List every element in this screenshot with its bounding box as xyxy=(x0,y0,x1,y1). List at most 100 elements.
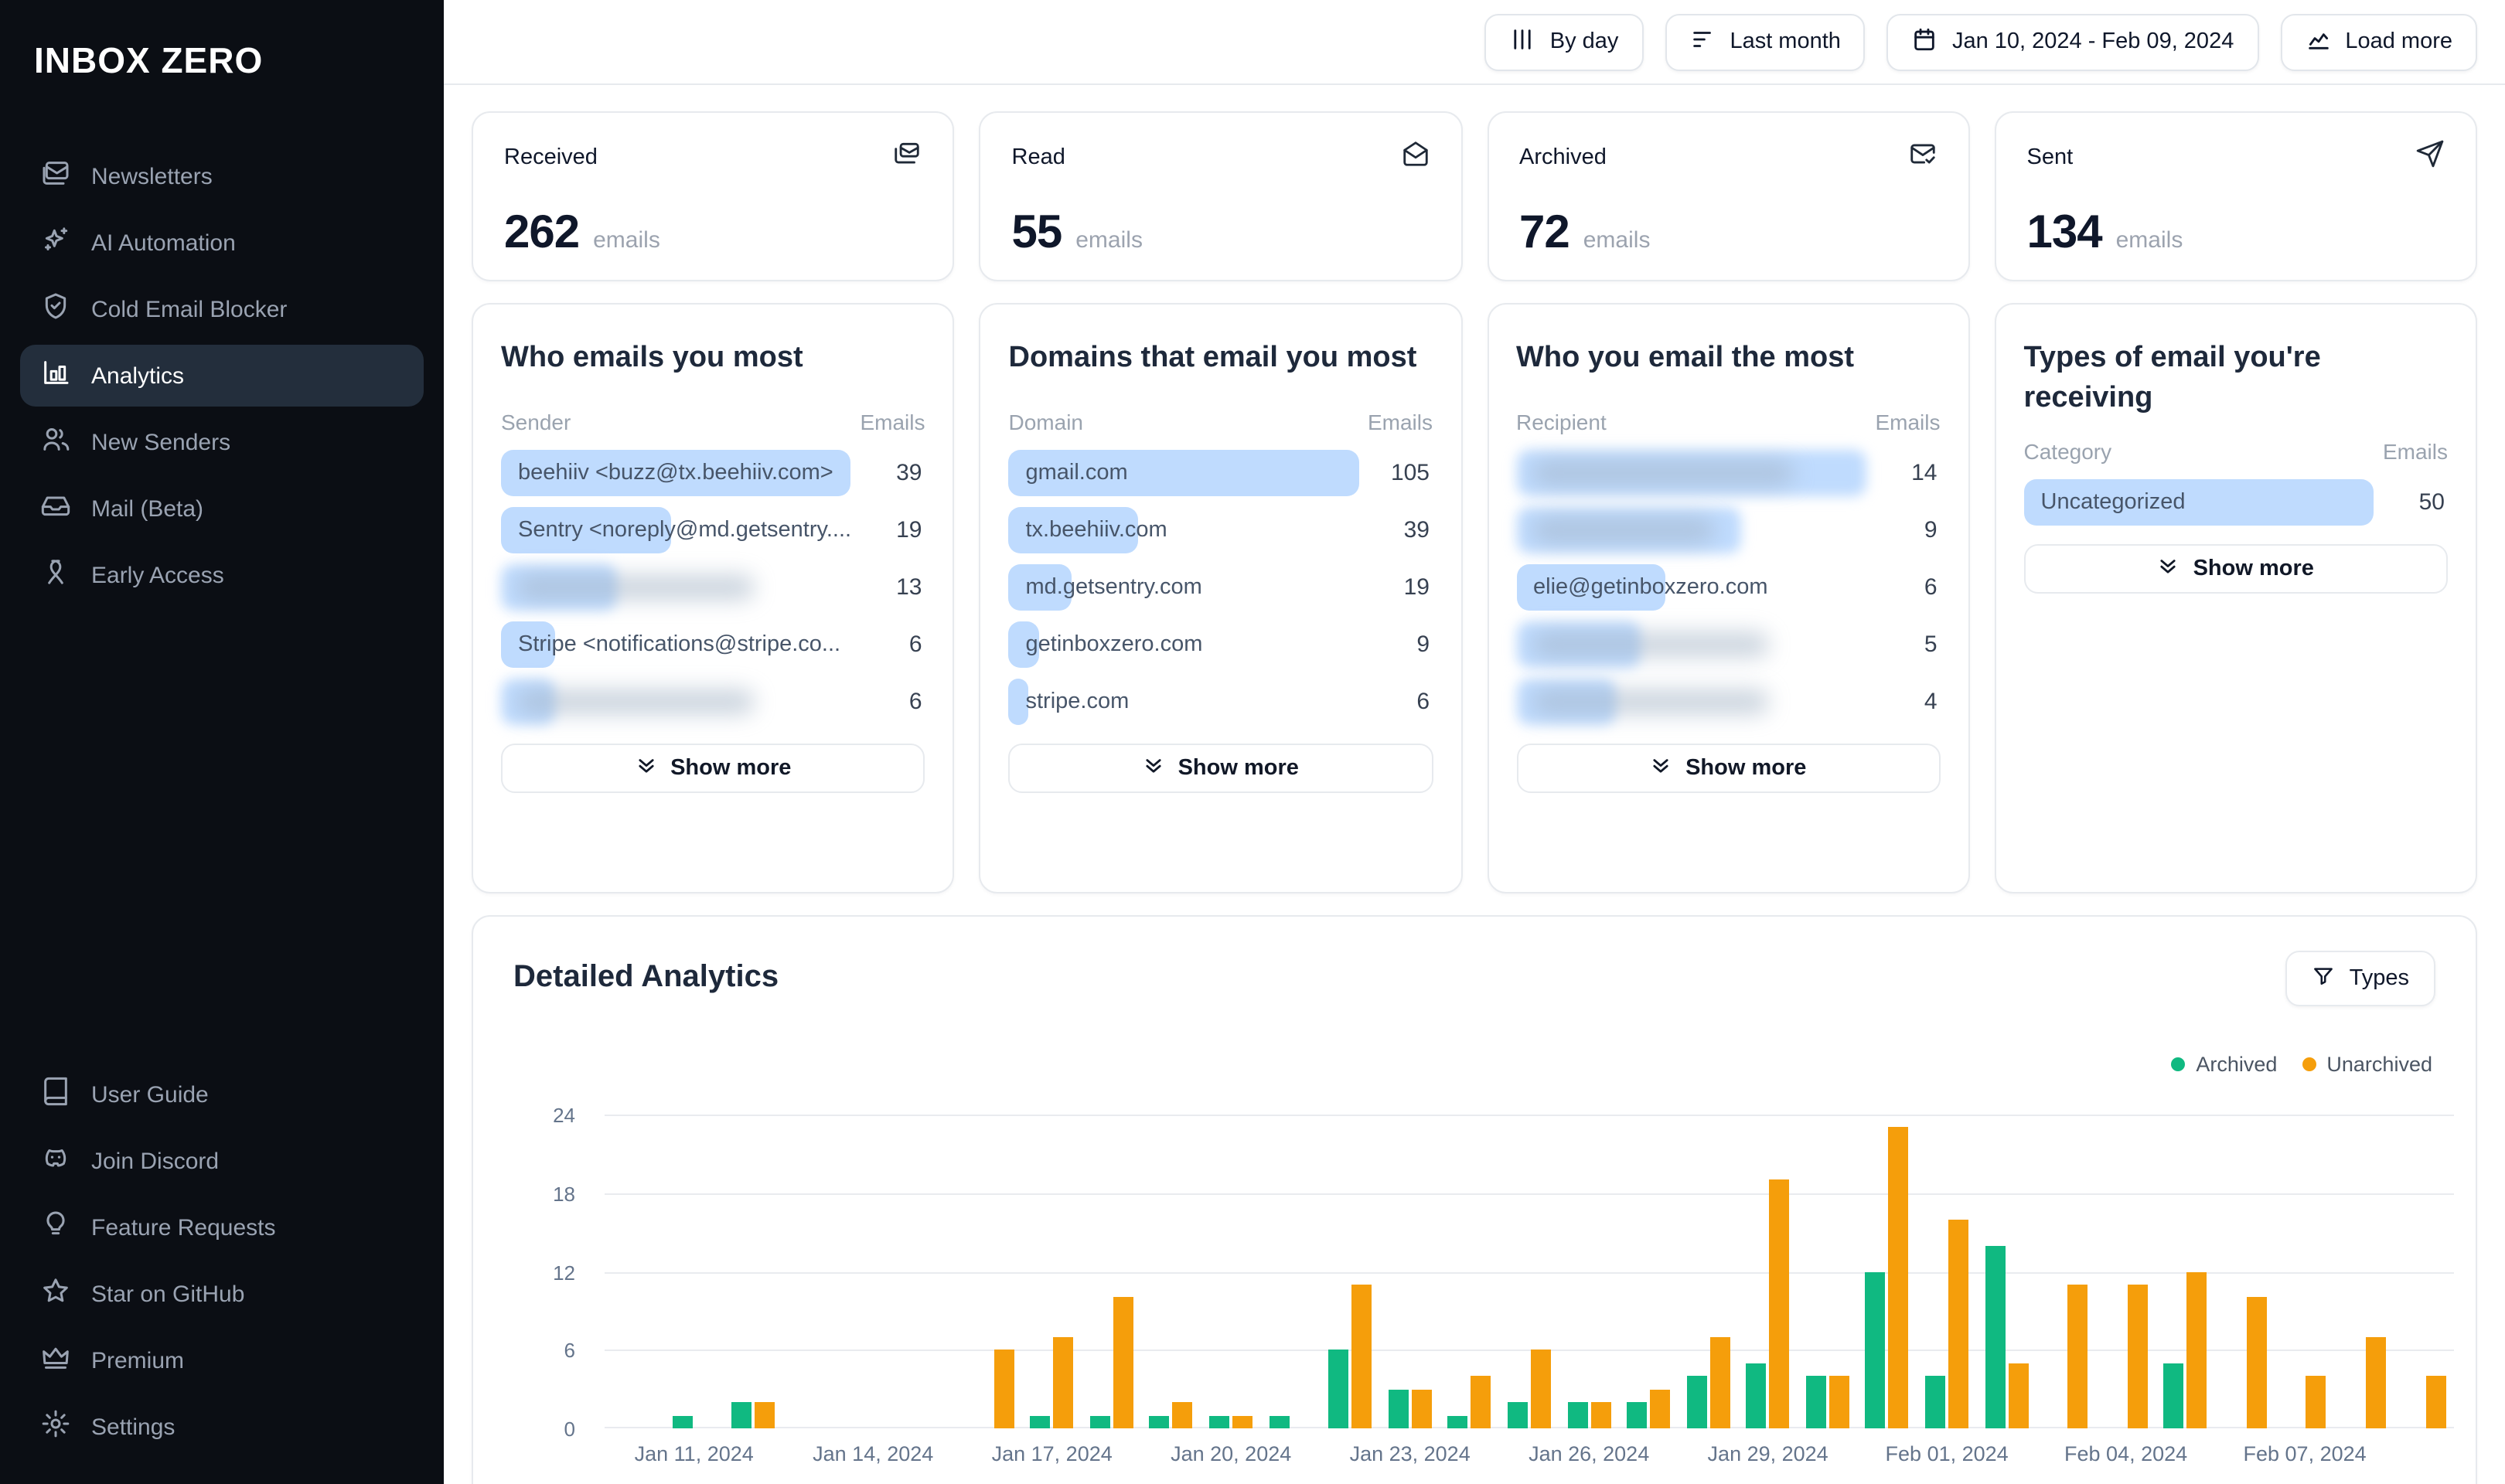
y-tick-label: 12 xyxy=(553,1261,575,1284)
bar-group xyxy=(1857,1115,1917,1428)
bar-archived xyxy=(672,1415,693,1428)
bar-group xyxy=(963,1115,1022,1428)
column-header-sender: Sender xyxy=(501,409,571,434)
bar-group xyxy=(783,1115,843,1428)
types-filter-button[interactable]: Types xyxy=(2285,951,2435,1006)
y-tick-label: 0 xyxy=(564,1418,575,1441)
sidebar-footer-nav: User Guide Join Discord Feature Requests… xyxy=(0,1059,444,1462)
bar-group xyxy=(1679,1115,1738,1428)
bar-archived xyxy=(1627,1402,1648,1428)
bar-group xyxy=(1499,1115,1559,1428)
bar-archived xyxy=(1089,1415,1110,1428)
sidebar-item-mail-beta[interactable]: Mail (Beta) xyxy=(20,478,424,539)
value-bar xyxy=(1516,563,1666,611)
list-item-count: 39 xyxy=(896,459,922,486)
bar-group xyxy=(1201,1115,1261,1428)
sidebar-item-label: Mail (Beta) xyxy=(91,495,204,522)
main-area: By day Last month Jan 10, 2024 - Feb 09,… xyxy=(444,0,2505,1484)
list-item-label: elie@getinboxzero.com xyxy=(1533,574,1768,600)
bar-group xyxy=(2215,1115,2275,1428)
show-more-button[interactable]: Show more xyxy=(1516,743,1941,793)
shield-check-icon xyxy=(40,291,71,328)
calendar-icon xyxy=(1912,26,1938,58)
by-day-button[interactable]: By day xyxy=(1484,13,1644,70)
list-item: Sentry <noreply@md.getsentry.... 19 xyxy=(501,506,925,553)
value-bar xyxy=(501,621,555,668)
sidebar: INBOX ZERO Newsletters AI Automation Col… xyxy=(0,0,444,1484)
category-rows: Uncategorized 50 xyxy=(2023,479,2449,526)
list-item-count: 9 xyxy=(1924,516,1938,543)
sidebar-item-early-access[interactable]: Early Access xyxy=(20,544,424,606)
bar-unarchived xyxy=(1053,1336,1074,1428)
show-more-button[interactable]: Show more xyxy=(2023,544,2448,594)
show-more-button[interactable]: Show more xyxy=(1008,743,1433,793)
card-title: Who you email the most xyxy=(1516,342,1855,374)
bar-unarchived xyxy=(2366,1336,2387,1428)
stat-label: Read xyxy=(1011,145,1065,170)
sidebar-item-user-guide[interactable]: User Guide xyxy=(20,1064,424,1125)
list-item-count: 19 xyxy=(896,516,922,543)
sidebar-item-ai-automation[interactable]: AI Automation xyxy=(20,212,424,274)
stat-unit: emails xyxy=(1583,227,1651,254)
bar-group xyxy=(1977,1115,2036,1428)
recipient-rows: 14 9 elie@getinboxzero.com 6 5 4 xyxy=(1516,449,1941,725)
list-item-count: 5 xyxy=(1924,631,1938,658)
sidebar-item-label: Join Discord xyxy=(91,1148,220,1174)
sidebar-item-premium[interactable]: Premium xyxy=(20,1329,424,1391)
list-item: getinboxzero.com 9 xyxy=(1008,621,1433,668)
bar-unarchived xyxy=(1530,1350,1551,1428)
list-item-label: gmail.com xyxy=(1025,460,1128,485)
stat-value: 262 xyxy=(504,207,580,258)
domains-that-email-you-most-card: Domains that email you most Domain Email… xyxy=(979,303,1462,893)
list-item: tx.beehiiv.com 39 xyxy=(1008,506,1433,553)
list-item-count: 6 xyxy=(908,688,922,715)
date-range-button[interactable]: Jan 10, 2024 - Feb 09, 2024 xyxy=(1886,13,2259,70)
bar-unarchived xyxy=(1232,1415,1253,1428)
mail-open-icon xyxy=(1400,139,1430,176)
bar-archived xyxy=(1030,1415,1051,1428)
bar-unarchived xyxy=(1948,1219,1968,1428)
sidebar-item-new-senders[interactable]: New Senders xyxy=(20,411,424,473)
bar-group xyxy=(1559,1115,1619,1428)
legend-archived: Archived xyxy=(2171,1053,2277,1076)
column-header-category: Category xyxy=(2023,439,2112,465)
load-more-button[interactable]: Load more xyxy=(2280,13,2477,70)
card-title: Domains that email you most xyxy=(1008,342,1417,374)
by-day-label: By day xyxy=(1549,29,1619,54)
bar-group xyxy=(1261,1115,1321,1428)
value-bar xyxy=(1008,563,1072,611)
bar-archived xyxy=(1149,1415,1170,1428)
sidebar-item-label: Cold Email Blocker xyxy=(91,296,288,322)
sidebar-item-label: New Senders xyxy=(91,429,231,455)
bar-archived xyxy=(2163,1363,2184,1428)
bar-unarchived xyxy=(1828,1376,1849,1428)
bar-unarchived xyxy=(2425,1376,2446,1428)
list-item: 13 xyxy=(501,563,925,611)
filter-lines-icon xyxy=(1689,26,1716,58)
sidebar-item-label: Premium xyxy=(91,1347,185,1373)
y-tick-label: 24 xyxy=(553,1104,575,1127)
sidebar-item-settings[interactable]: Settings xyxy=(20,1396,424,1458)
sidebar-item-star-on-github[interactable]: Star on GitHub xyxy=(20,1263,424,1325)
bar-archived xyxy=(1567,1402,1588,1428)
last-month-button[interactable]: Last month xyxy=(1665,13,1866,70)
crown-icon xyxy=(40,1342,71,1379)
show-more-label: Show more xyxy=(2193,556,2314,582)
sidebar-item-newsletters[interactable]: Newsletters xyxy=(20,145,424,207)
bar-archived xyxy=(1925,1376,1945,1428)
x-tick-label: Feb 07, 2024 xyxy=(2243,1442,2367,1465)
sidebar-item-cold-email-blocker[interactable]: Cold Email Blocker xyxy=(20,278,424,340)
bar-group xyxy=(1380,1115,1440,1428)
sidebar-item-analytics[interactable]: Analytics xyxy=(20,345,424,407)
sidebar-item-feature-requests[interactable]: Feature Requests xyxy=(20,1196,424,1258)
legend-dot-unarchived xyxy=(2302,1057,2316,1071)
sidebar-nav: Newsletters AI Automation Cold Email Blo… xyxy=(0,141,444,611)
sidebar-item-join-discord[interactable]: Join Discord xyxy=(20,1130,424,1192)
column-header-recipient: Recipient xyxy=(1516,409,1607,434)
column-header-domain: Domain xyxy=(1008,409,1084,434)
list-item: 9 xyxy=(1516,506,1941,553)
bar-archived xyxy=(1388,1389,1409,1428)
types-of-email-card: Types of email you're receiving Category… xyxy=(1994,303,2477,893)
show-more-button[interactable]: Show more xyxy=(501,743,925,793)
stat-unit: emails xyxy=(2115,227,2183,254)
